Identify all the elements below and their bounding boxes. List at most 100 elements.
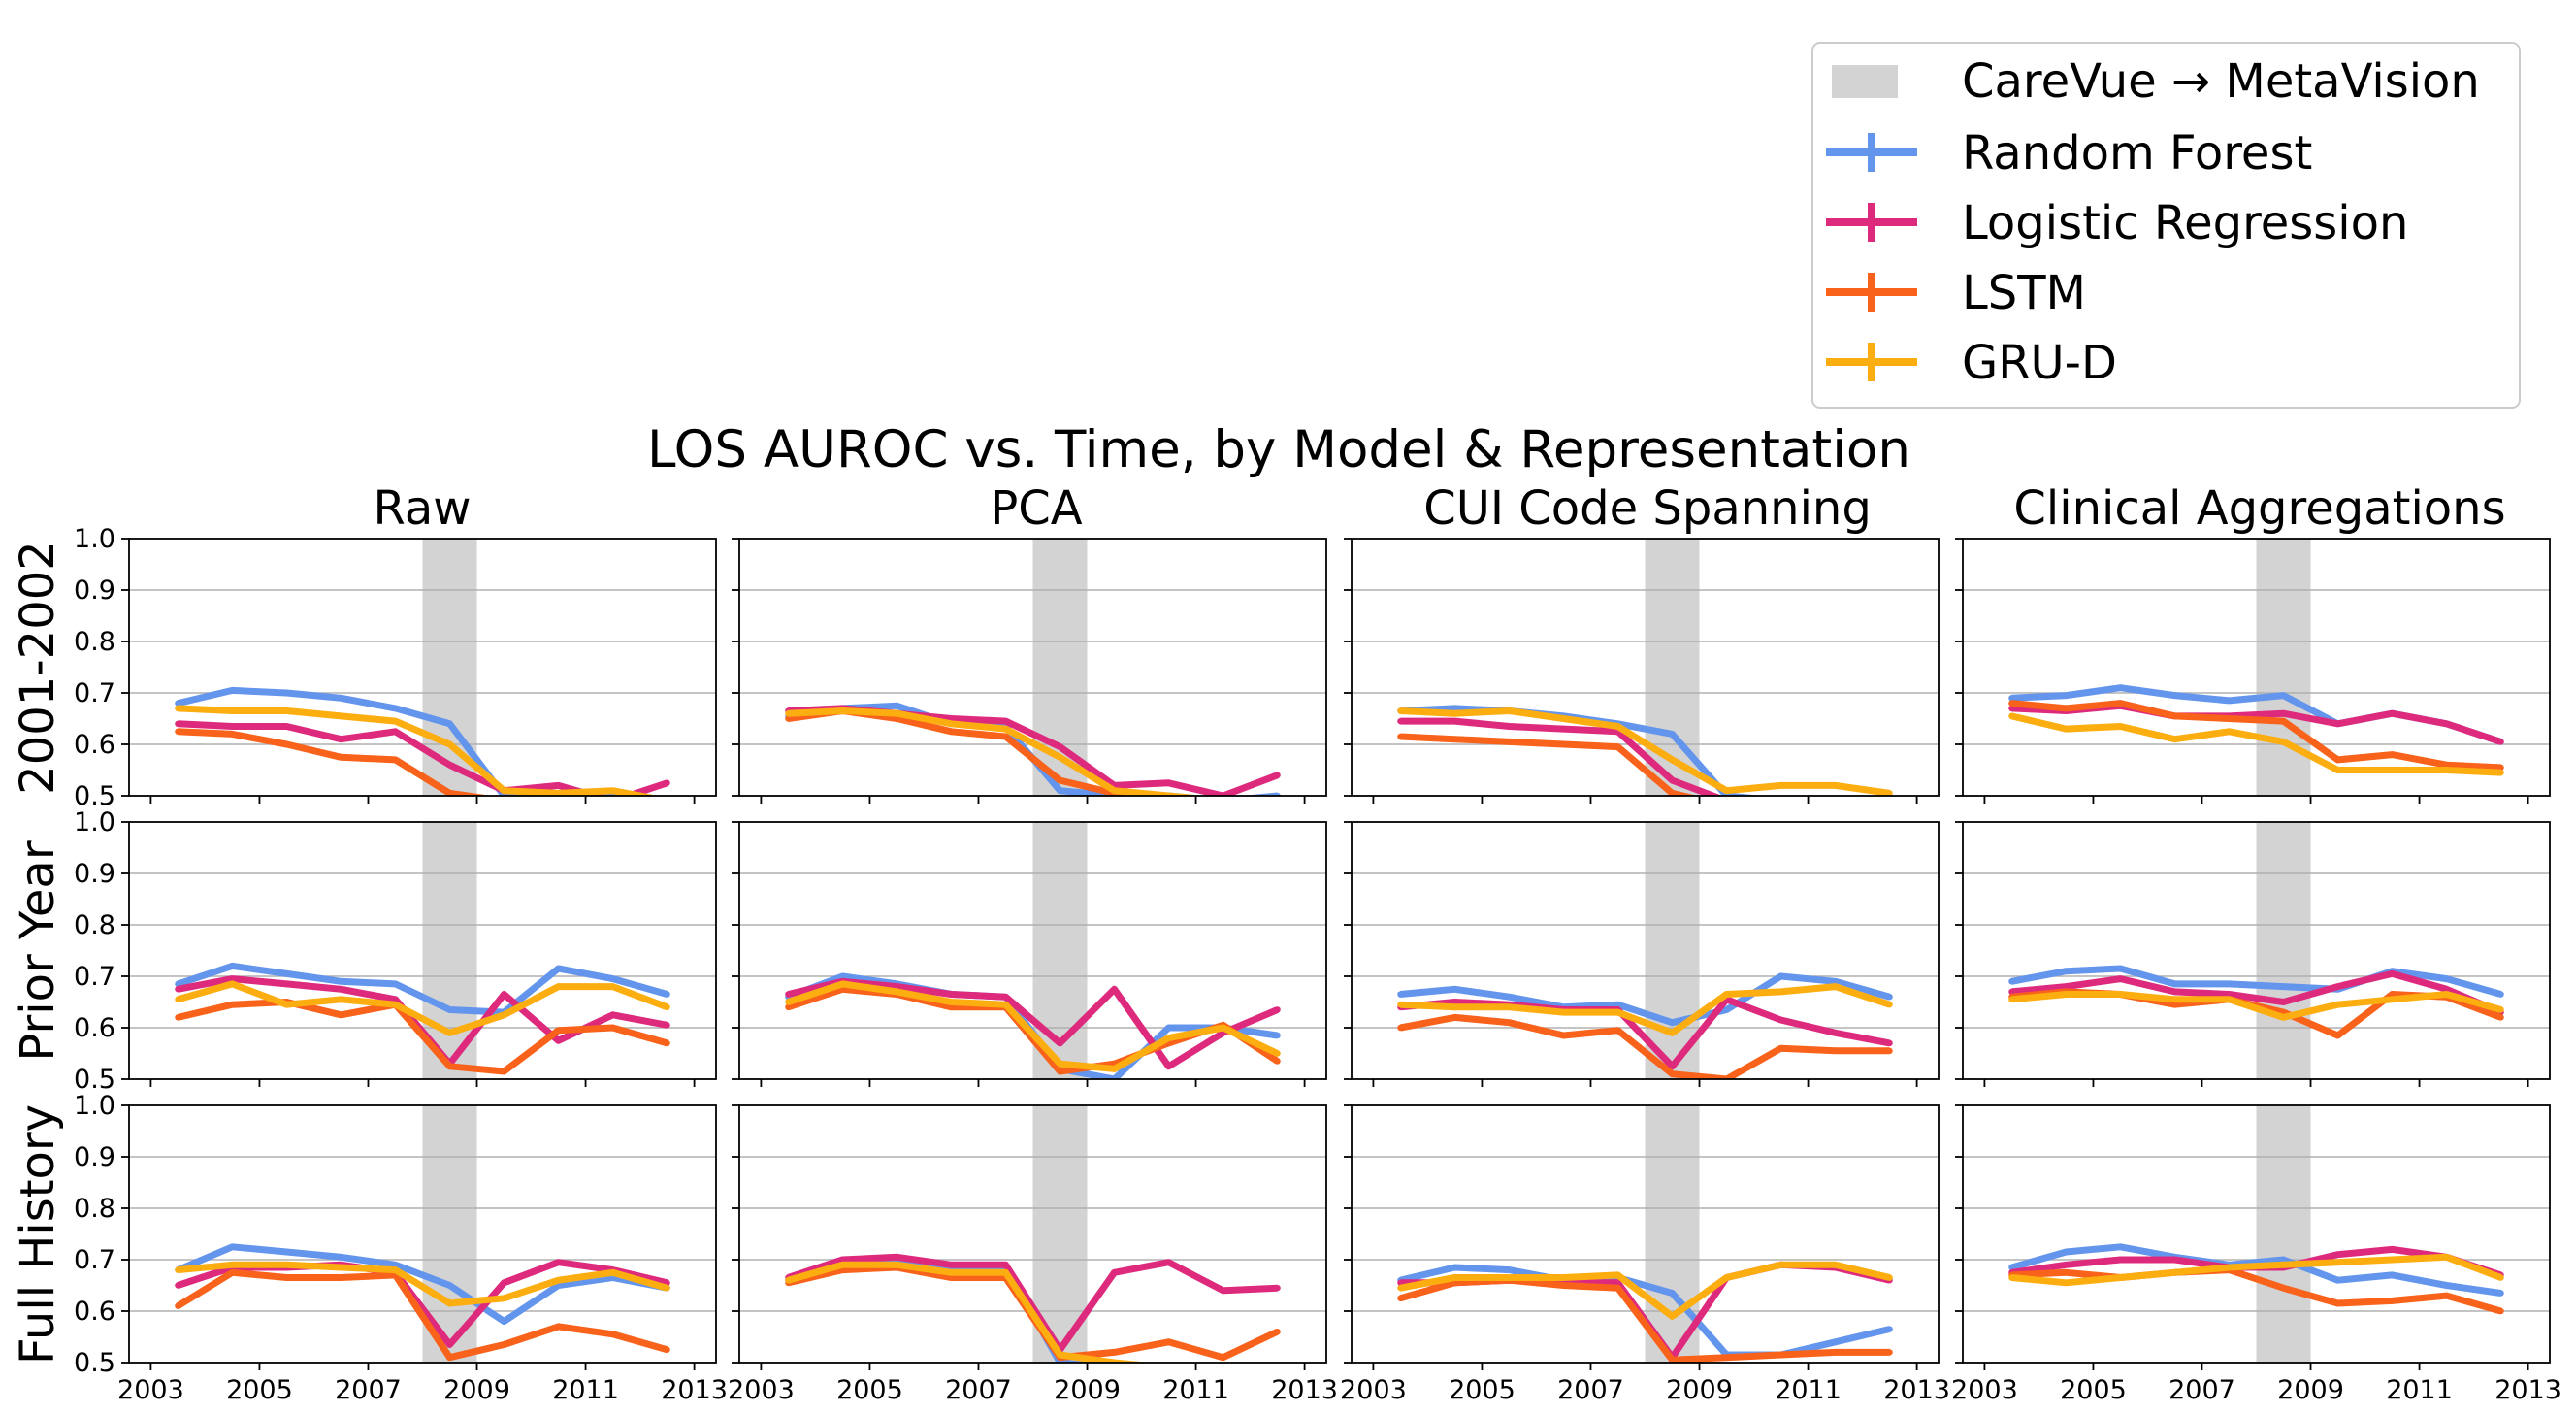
data-point-lstm — [1777, 1351, 1784, 1359]
data-point-random-forest — [839, 972, 846, 980]
data-point-random-forest — [1832, 978, 1839, 985]
data-point-lstm — [664, 1346, 670, 1353]
data-point-lstm — [2497, 1014, 2504, 1021]
data-point-gru-d — [283, 707, 290, 714]
data-point-gru-d — [1614, 723, 1621, 730]
data-point-logistic-regression — [283, 980, 290, 988]
data-point-logistic-regression — [1832, 803, 1838, 808]
data-point-gru-d — [2280, 1014, 2287, 1021]
data-point-gru-d — [392, 1266, 399, 1273]
data-point-lstm — [1560, 1282, 1567, 1289]
data-point-gru-d — [1832, 1262, 1839, 1268]
data-point-gru-d — [894, 710, 900, 717]
data-point-lstm — [1614, 1284, 1621, 1292]
data-point-random-forest — [2497, 991, 2504, 998]
axes-frame — [1351, 821, 1940, 1080]
data-point-gru-d — [1002, 725, 1009, 733]
shaded-region — [2256, 822, 2311, 1079]
data-point-gru-d — [1451, 1274, 1458, 1281]
data-point-random-forest — [283, 1248, 290, 1256]
column-title-clinical: Clinical Aggregations — [2013, 481, 2505, 536]
axes-frame — [1962, 821, 2551, 1080]
series-line-lstm — [1400, 733, 1698, 796]
x-tick-label: 2009 — [1666, 1375, 1733, 1405]
data-point-random-forest — [2280, 1256, 2287, 1264]
data-point-lstm — [1274, 1058, 1281, 1065]
data-point-lstm — [1397, 1024, 1404, 1032]
data-point-lstm — [555, 1323, 562, 1331]
data-point-logistic-regression — [1274, 1284, 1281, 1292]
data-point-gru-d — [1777, 1262, 1784, 1268]
data-point-logistic-regression — [2117, 1256, 2124, 1264]
data-point-lstm — [664, 803, 669, 808]
data-point-gru-d — [1506, 707, 1513, 714]
data-point-gru-d — [501, 1295, 507, 1301]
data-point-random-forest — [1451, 1264, 1458, 1271]
data-point-logistic-regression — [785, 991, 792, 998]
data-point-random-forest — [2117, 965, 2124, 972]
data-point-gru-d — [1669, 756, 1676, 764]
chart-title: LOS AUROC vs. Time, by Model & Represent… — [647, 420, 1910, 479]
series-line-gru-d — [1399, 1261, 1891, 1320]
data-point-lstm — [1506, 739, 1513, 745]
panel-clinical-aggregations-full-history: 2003 2005 2007 2009 2011 2013 — [1951, 1104, 2561, 1405]
series-line-lstm — [1399, 1276, 1890, 1363]
series-lines — [175, 686, 670, 808]
data-point-gru-d — [609, 1269, 616, 1276]
data-point-gru-d — [1397, 1284, 1404, 1292]
x-tick-label: 2009 — [1054, 1375, 1121, 1405]
data-point-random-forest — [229, 1243, 236, 1250]
data-point-logistic-regression — [555, 1037, 562, 1044]
x-tick-label: 2011 — [2386, 1375, 2453, 1405]
data-point-random-forest — [664, 803, 669, 808]
data-point-lstm — [948, 1274, 955, 1281]
series-lines — [1397, 972, 1893, 1079]
data-point-gru-d — [2117, 1274, 2124, 1281]
y-tick-label: 0.9 — [74, 575, 115, 606]
row-title-full-history: Full History — [11, 1104, 65, 1364]
data-point-logistic-regression — [609, 1011, 616, 1018]
data-point-lstm — [1886, 808, 1892, 814]
axes-frame — [1351, 1104, 1940, 1364]
data-point-logistic-regression — [1165, 779, 1172, 786]
data-point-gru-d — [338, 1264, 344, 1271]
data-point-gru-d — [555, 983, 562, 990]
data-point-logistic-regression — [175, 986, 181, 993]
data-point-gru-d — [2497, 769, 2504, 776]
series-lines — [2008, 684, 2504, 776]
data-point-lstm — [283, 1274, 290, 1281]
data-point-gru-d — [2171, 736, 2178, 742]
data-point-logistic-regression — [392, 728, 399, 735]
row-title-2001-2002: 2001-2002 — [11, 541, 65, 795]
data-point-random-forest — [2497, 1290, 2504, 1297]
data-point-gru-d — [948, 1269, 955, 1276]
panel-clinical-aggregations-2001-2002 — [1955, 538, 2551, 804]
data-point-gru-d — [894, 1262, 900, 1268]
data-point-gru-d — [2443, 991, 2450, 998]
data-point-logistic-regression — [1002, 1262, 1009, 1268]
y-tick-label: 0.7 — [74, 962, 115, 992]
series-lines — [785, 702, 1281, 796]
series-lines — [2008, 965, 2504, 1039]
data-point-lstm — [2334, 756, 2341, 764]
data-point-gru-d — [664, 1003, 670, 1011]
data-point-logistic-regression — [1886, 803, 1892, 808]
axes-frame — [128, 821, 717, 1080]
data-point-gru-d — [2334, 767, 2341, 773]
data-point-lstm — [175, 1302, 181, 1309]
data-point-gru-d — [1165, 1364, 1171, 1370]
data-point-random-forest — [338, 978, 344, 985]
series-line-random-forest — [177, 1243, 668, 1326]
axes-frame — [738, 821, 1327, 1080]
data-point-lstm — [446, 790, 453, 796]
data-point-lstm — [2497, 764, 2504, 772]
data-point-lstm — [609, 1331, 616, 1338]
data-point-gru-d — [392, 717, 399, 725]
data-point-gru-d — [555, 790, 562, 796]
data-point-logistic-regression — [175, 720, 181, 727]
data-point-lstm — [948, 1003, 955, 1011]
panel-raw-prior-year: 0.5 0.6 0.7 0.8 0.9 1.0 — [74, 807, 717, 1095]
series-line-gru-d — [178, 1261, 668, 1307]
data-point-lstm — [1111, 1349, 1118, 1356]
